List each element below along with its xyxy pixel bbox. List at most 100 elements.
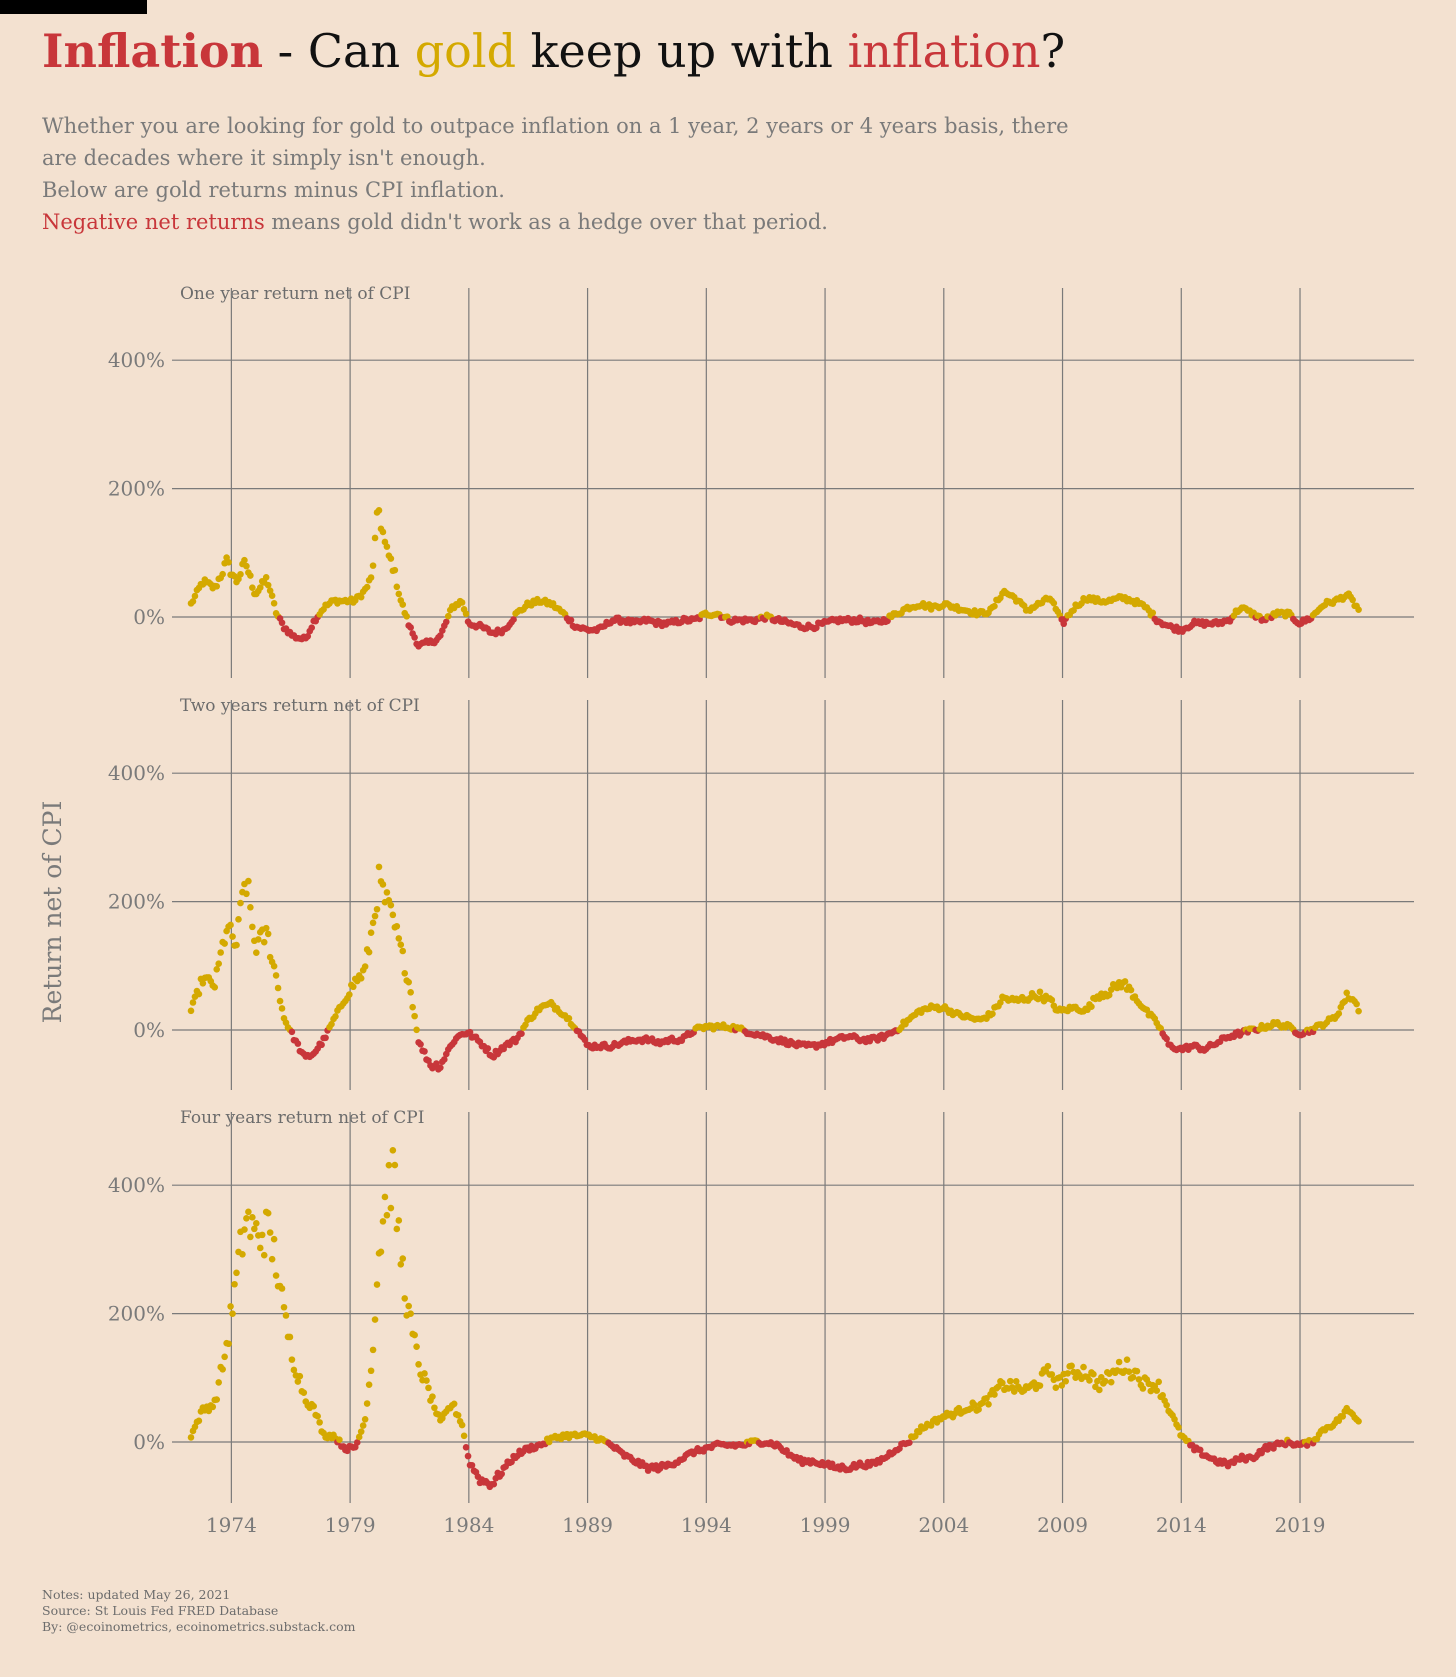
- data-point: [227, 921, 234, 929]
- subtitle-line-2: are decades where it simply isn't enough…: [42, 146, 486, 170]
- data-point: [1339, 1413, 1347, 1420]
- data-point: [272, 972, 280, 979]
- data-point: [1303, 1442, 1311, 1449]
- data-point: [268, 592, 276, 599]
- data-point: [300, 1389, 308, 1396]
- chart-panels: One year return net of CPI0%200%400%Two …: [108, 284, 1414, 1503]
- data-point: [429, 1393, 436, 1400]
- data-point: [270, 600, 278, 607]
- title-inflation-word: Inflation: [42, 24, 264, 78]
- data-point: [389, 911, 397, 919]
- data-point: [314, 1412, 321, 1420]
- data-point: [1153, 1387, 1161, 1394]
- data-point: [1044, 1362, 1052, 1370]
- data-point: [1050, 599, 1058, 607]
- data-point: [411, 634, 418, 641]
- data-point: [393, 922, 401, 930]
- data-point: [332, 1013, 339, 1020]
- data-point: [249, 1214, 256, 1221]
- panel-title: One year return net of CPI: [180, 284, 410, 304]
- data-point: [484, 1045, 492, 1052]
- data-point: [1129, 1373, 1137, 1381]
- data-point: [266, 587, 274, 594]
- data-point: [1068, 1362, 1075, 1370]
- data-point: [349, 983, 357, 991]
- data-point: [401, 970, 409, 977]
- panel-title: Four years return net of CPI: [180, 1108, 424, 1128]
- data-point: [1036, 988, 1044, 996]
- data-point: [460, 1432, 468, 1440]
- data-point: [1052, 1384, 1060, 1391]
- data-point: [353, 1439, 361, 1446]
- data-point: [411, 1012, 418, 1020]
- data-point: [278, 1005, 286, 1012]
- data-point: [1343, 989, 1351, 997]
- data-point: [264, 1209, 272, 1217]
- data-point: [322, 1034, 329, 1042]
- data-point: [249, 923, 256, 931]
- data-point: [276, 997, 284, 1005]
- data-point: [421, 1048, 428, 1055]
- data-point: [1090, 1370, 1097, 1378]
- data-point: [247, 1233, 254, 1241]
- data-point: [498, 1470, 505, 1478]
- data-point: [1101, 1377, 1109, 1385]
- data-point: [1064, 1370, 1071, 1377]
- data-point: [245, 877, 252, 885]
- data-point: [239, 1251, 246, 1258]
- data-point: [369, 919, 377, 927]
- data-point: [231, 1280, 238, 1288]
- data-point: [468, 1461, 476, 1469]
- data-point: [272, 1272, 280, 1279]
- data-point: [249, 584, 256, 591]
- subtitle-negative-label: Negative net returns: [42, 210, 265, 234]
- data-point: [466, 1028, 474, 1036]
- data-point: [1088, 1003, 1095, 1011]
- data-point: [407, 989, 414, 996]
- data-point: [357, 593, 365, 601]
- data-point: [411, 1331, 418, 1339]
- subtitle-line-3: Below are gold returns minus CPI inflati…: [42, 178, 505, 202]
- data-point: [381, 1193, 389, 1201]
- data-point: [195, 990, 203, 998]
- x-tick-label: 2009: [1037, 1513, 1088, 1537]
- data-point: [1058, 1382, 1066, 1389]
- data-point: [229, 1310, 236, 1317]
- data-point: [1155, 1378, 1163, 1386]
- data-point: [247, 572, 254, 579]
- data-point: [286, 1333, 294, 1341]
- data-point: [211, 984, 219, 991]
- data-point: [282, 1312, 290, 1319]
- data-point: [1135, 1376, 1143, 1383]
- data-point: [237, 570, 244, 578]
- data-point: [1062, 1377, 1070, 1385]
- title-question-mark: ?: [1040, 24, 1066, 78]
- data-point: [442, 618, 450, 626]
- data-point: [989, 1010, 996, 1018]
- data-point: [1355, 606, 1362, 613]
- data-point: [510, 616, 517, 623]
- data-point: [256, 584, 264, 591]
- data-point: [195, 1417, 203, 1425]
- data-point: [379, 528, 387, 536]
- title-gold-word: gold: [414, 24, 517, 78]
- data-point: [444, 612, 452, 620]
- data-point: [423, 1377, 430, 1384]
- data-point: [247, 904, 254, 911]
- data-point: [389, 1147, 397, 1154]
- data-point: [371, 912, 379, 920]
- data-point: [191, 592, 199, 600]
- data-point: [1157, 1025, 1164, 1032]
- data-point: [1080, 1363, 1087, 1371]
- data-point: [254, 936, 262, 943]
- data-point: [431, 1404, 438, 1412]
- data-point: [294, 1378, 302, 1385]
- data-point: [377, 1248, 385, 1256]
- data-point: [1163, 1035, 1170, 1043]
- data-point: [399, 1255, 407, 1262]
- data-point: [401, 1295, 409, 1302]
- data-point: [266, 1229, 274, 1236]
- data-point: [379, 1218, 387, 1225]
- data-point: [1139, 1385, 1147, 1392]
- y-axis-label: Return net of CPI: [38, 801, 67, 1024]
